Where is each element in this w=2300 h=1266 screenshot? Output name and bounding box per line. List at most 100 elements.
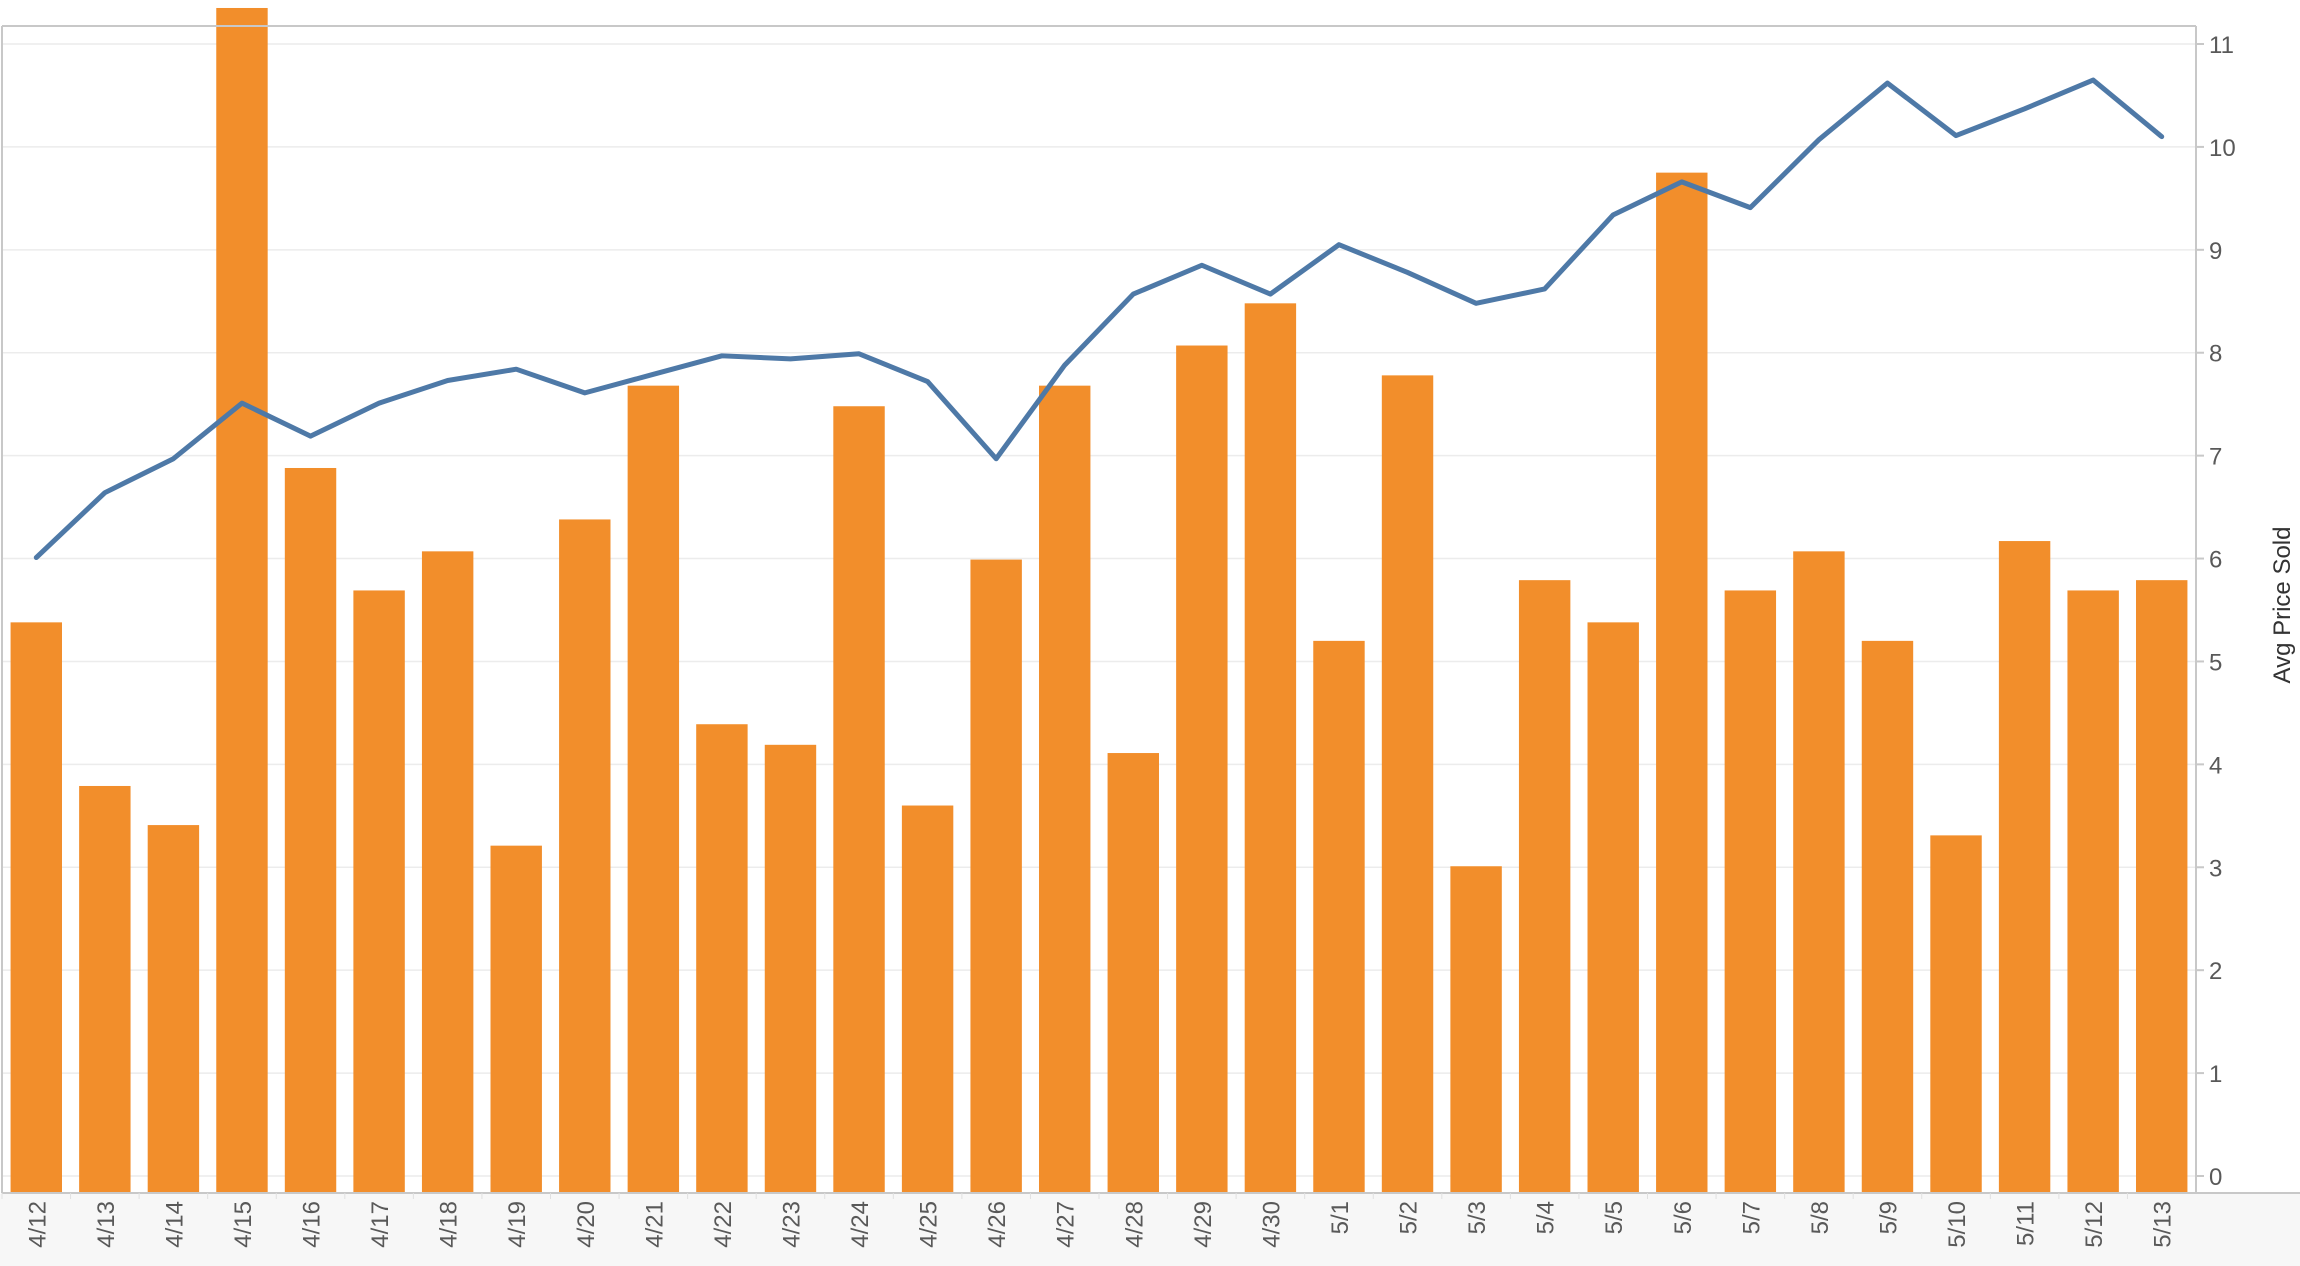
bar [79,785,131,1193]
line-point [447,380,449,382]
y-tick-label: 1 [2209,1061,2222,1088]
bar [970,559,1022,1193]
x-tick-label: 5/1 [1327,1201,1354,1234]
x-tick-label: 4/26 [984,1201,1011,1248]
line-point [310,435,312,437]
line-point [2024,108,2026,110]
line-point [104,492,106,494]
x-tick-label: 4/23 [778,1201,805,1248]
line-point [241,402,243,404]
x-axis-band [0,1194,2300,1266]
bar [1930,835,1982,1193]
line-point [1749,207,1751,209]
x-tick-label: 5/2 [1396,1201,1423,1234]
x-tick-label: 4/18 [436,1201,463,1248]
y-tick-label: 3 [2209,855,2222,882]
line-point [995,458,997,460]
line-point [1201,264,1203,266]
x-tick-label: 4/28 [1121,1201,1148,1248]
bar [1313,640,1365,1193]
y-tick-label: 10 [2209,135,2236,162]
x-tick-label: 5/6 [1670,1201,1697,1234]
line-point [2161,136,2163,138]
line-path [33,77,2165,561]
line-point [789,358,791,360]
bar [764,744,817,1193]
bar [421,551,474,1193]
line-point [1818,139,1820,141]
x-tick-label: 5/12 [2081,1201,2108,1248]
y-axis-ticks: 0 1 2 3 4 5 6 7 8 9 10 11 [2196,32,2236,1191]
bar [1587,622,1639,1193]
y-tick-label: 8 [2209,341,2222,368]
y-tick-label: 7 [2209,444,2222,471]
line-point [1064,364,1066,366]
line-point [1132,293,1134,295]
x-tick-label: 5/3 [1464,1201,1491,1234]
bar [1518,580,1571,1193]
x-tick-label: 5/4 [1533,1201,1560,1234]
x-axis-ticks: 4/12 4/13 4/14 4/15 4/16 4/17 4/18 4/19 4/20 4/21… [1,1193,2177,1248]
bar [1724,590,1777,1193]
line-point [172,458,174,460]
y-axis-title: Avg Price Sold [2269,527,2296,684]
bar [1656,172,1708,1194]
x-tick-label: 5/13 [2150,1201,2177,1248]
line-point [721,355,723,357]
bar [1039,385,1091,1193]
bar [216,7,268,1194]
line-point [2092,79,2094,81]
y-tick-label: 9 [2209,238,2222,265]
y-tick-label: 0 [2209,1164,2222,1191]
bar [559,519,611,1193]
bar [10,622,62,1193]
bar [2136,580,2188,1193]
x-tick-label: 5/5 [1601,1201,1628,1234]
line-point [1886,82,1888,84]
bar [696,724,748,1193]
y-tick-label: 11 [2209,32,2234,59]
bar [901,805,954,1193]
line-point [858,353,860,355]
line-point [584,392,586,394]
bar-series [10,7,2188,1194]
line-point [652,373,654,375]
line-point [515,368,517,370]
line-point [1407,271,1409,273]
bar [147,825,200,1193]
bar [1793,551,1845,1193]
bar [284,467,337,1193]
bar [1176,345,1228,1193]
x-tick-label: 4/15 [230,1201,257,1248]
x-tick-label: 4/12 [24,1201,51,1248]
bar [1381,375,1434,1193]
bar [2067,590,2119,1193]
x-tick-label: 5/8 [1807,1201,1834,1234]
x-tick-label: 4/21 [641,1201,668,1248]
bar [833,406,885,1193]
axes: Avg Price Sold [0,25,2300,1266]
x-tick-label: 5/7 [1738,1201,1765,1234]
x-tick-label: 4/20 [573,1201,600,1248]
bar [1244,303,1297,1193]
line-point [1681,181,1683,183]
line-point [1955,135,1957,137]
bar [1998,541,2051,1193]
x-tick-label: 4/22 [710,1201,737,1248]
line-series [33,77,2165,561]
y-tick-label: 4 [2209,752,2222,779]
x-tick-label: 4/13 [93,1201,120,1248]
x-tick-label: 4/19 [504,1201,531,1248]
bar [1107,753,1159,1193]
y-tick-label: 2 [2209,958,2222,985]
x-tick-label: 5/10 [1944,1201,1971,1248]
y-tick-label: 5 [2209,649,2222,676]
x-tick-label: 4/30 [1258,1201,1285,1248]
x-tick-label: 4/17 [367,1201,394,1248]
bar [490,845,542,1193]
x-tick-label: 4/24 [847,1201,874,1248]
line-point [1338,244,1340,246]
bar [1450,866,1502,1193]
line-point [378,402,380,404]
